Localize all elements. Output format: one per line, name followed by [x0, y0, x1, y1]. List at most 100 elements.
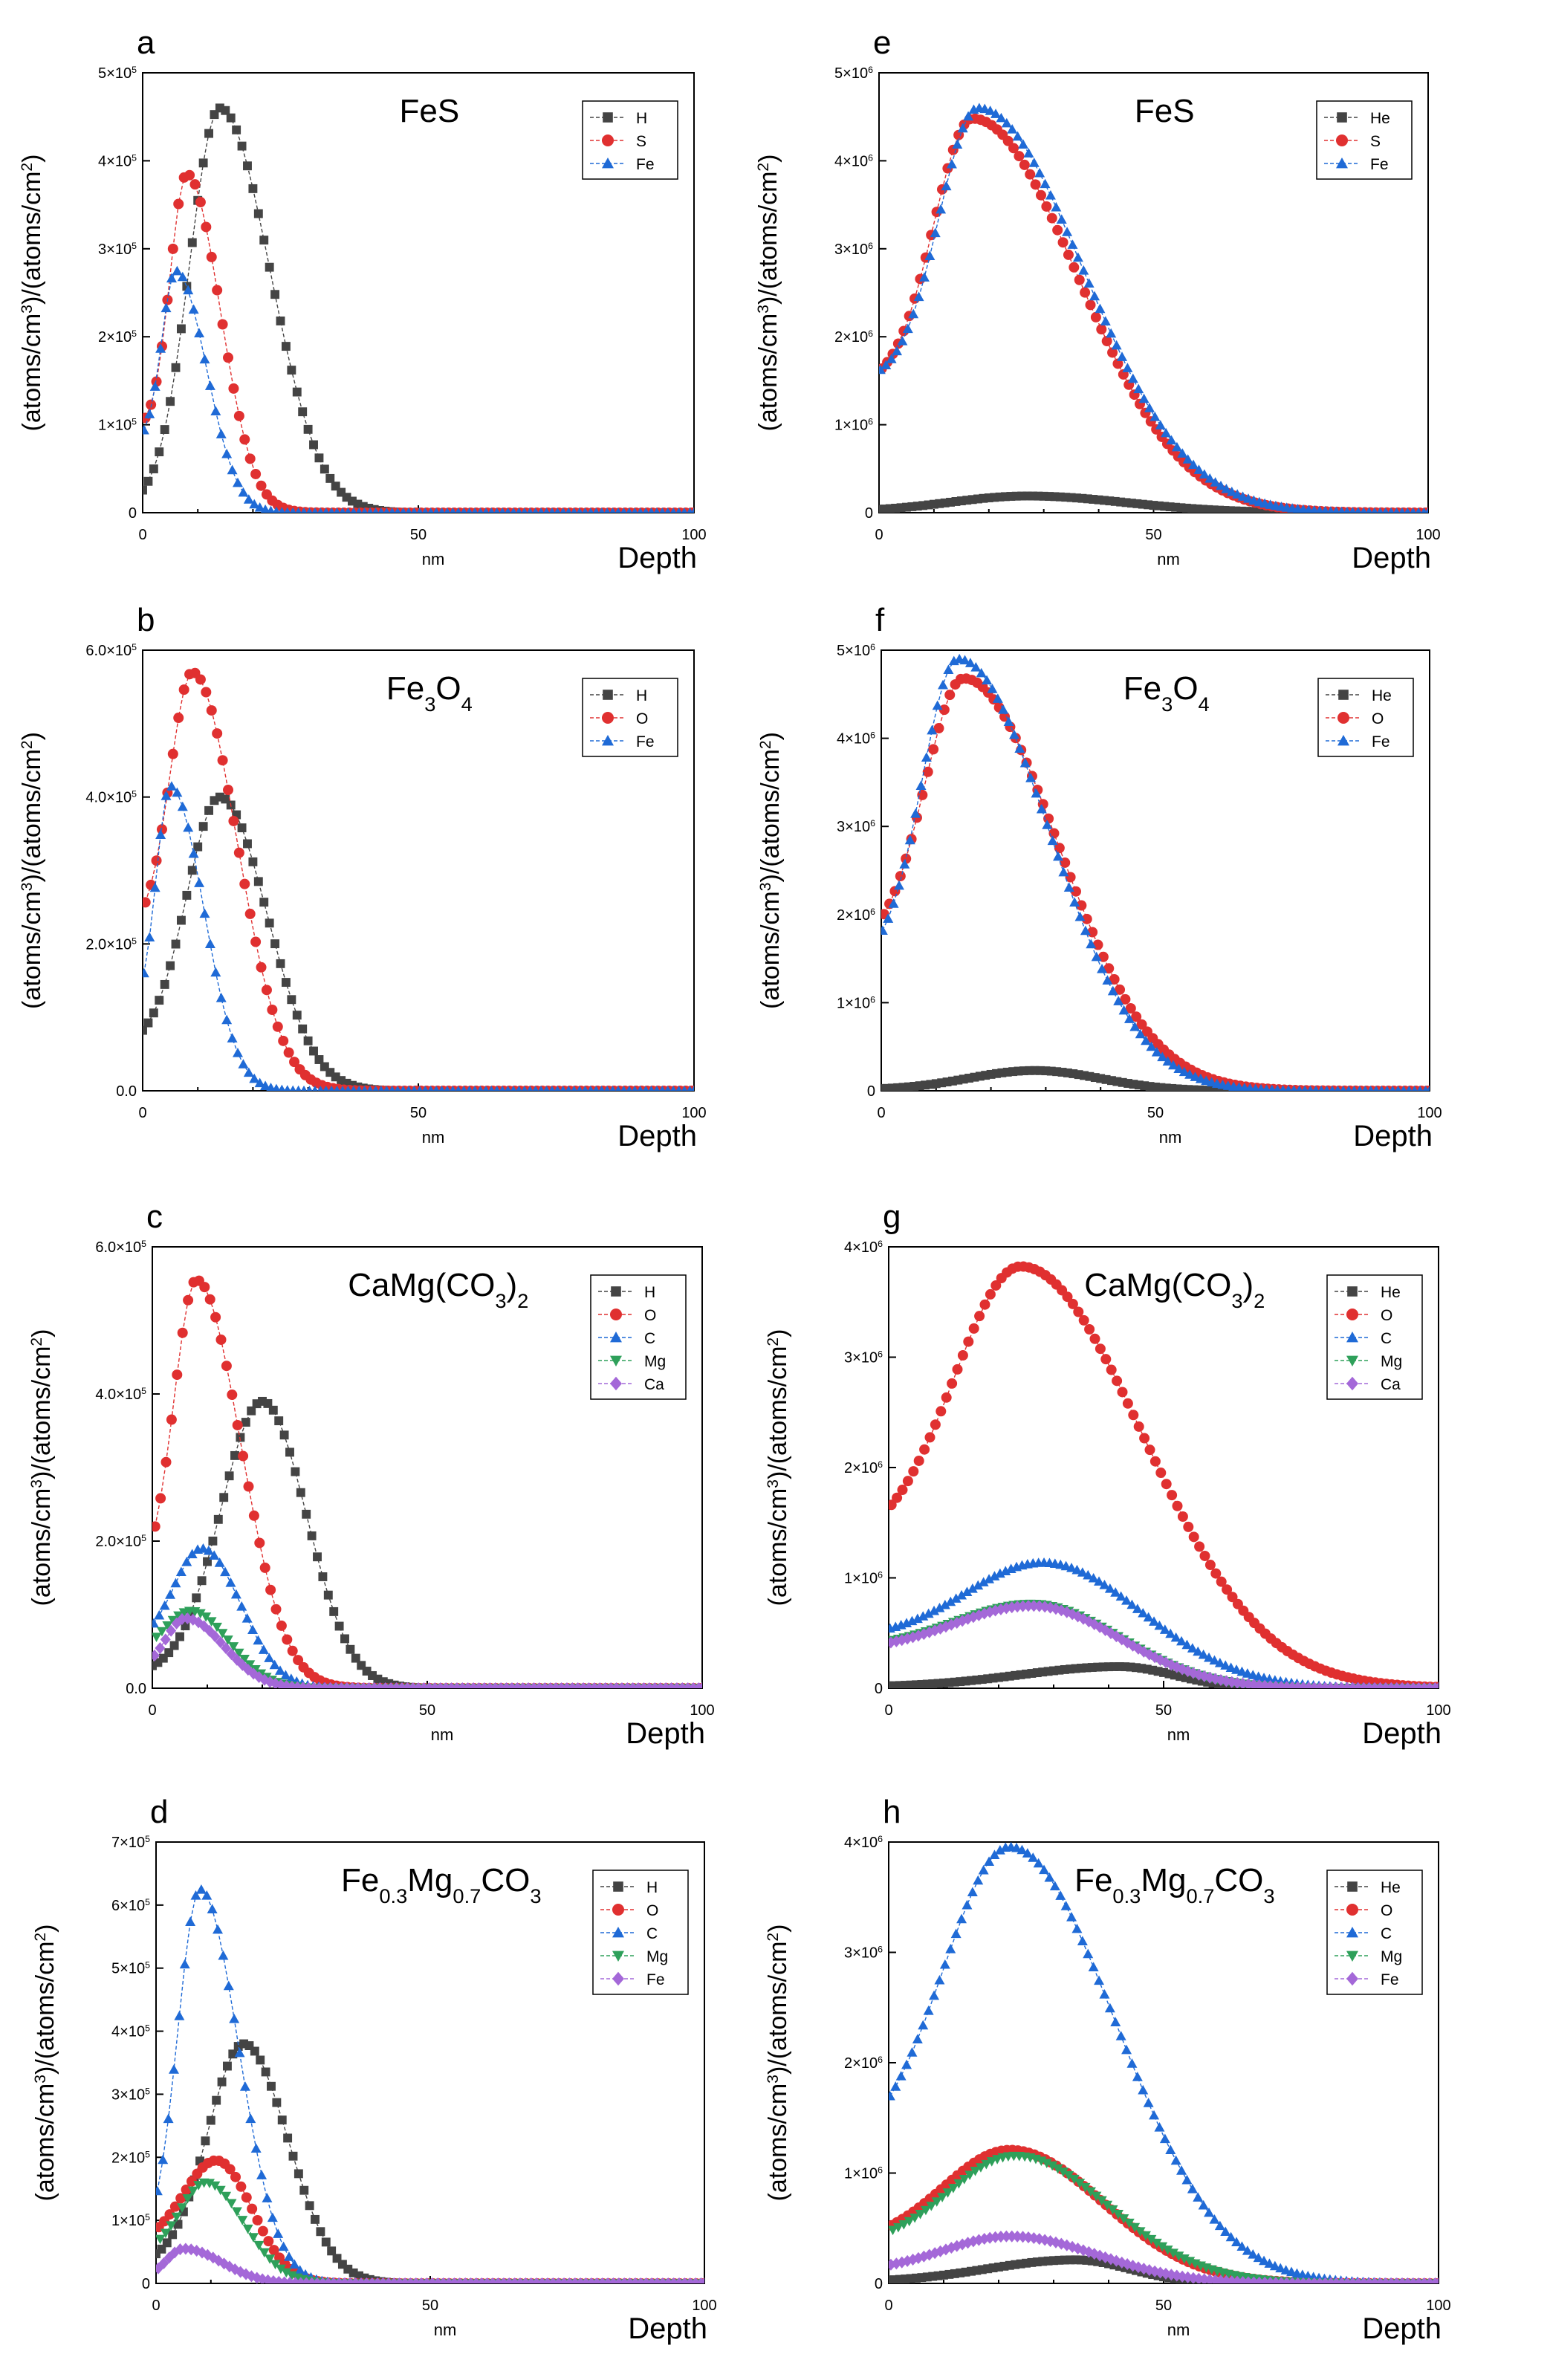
data-point-He	[907, 502, 917, 511]
data-point-Fe	[1017, 2231, 1028, 2243]
data-point-Fe	[196, 2246, 207, 2259]
data-point-H	[268, 1405, 278, 1415]
data-point-O	[172, 1369, 183, 1381]
data-point-Mg	[156, 2234, 166, 2245]
data-point-He	[1159, 1667, 1168, 1677]
data-point-C	[1187, 2183, 1198, 2193]
y-tick-label: 3×106	[837, 818, 875, 835]
data-point-H	[364, 503, 374, 513]
data-point-Fe	[1173, 1063, 1184, 1073]
data-point-He	[1039, 491, 1048, 501]
data-point-H	[259, 236, 269, 245]
data-point-O	[199, 1282, 210, 1293]
data-point-O	[1183, 1521, 1194, 1532]
data-point-He	[1069, 1069, 1078, 1078]
data-point-O	[248, 1510, 259, 1521]
legend-label: H	[646, 1879, 658, 1896]
data-point-Fe	[1083, 278, 1095, 288]
data-point-Fe	[565, 1086, 572, 1091]
data-point-Fe	[924, 250, 935, 260]
data-point-Fe	[1378, 1085, 1385, 1091]
data-point-Ca	[198, 1620, 210, 1632]
data-point-He	[977, 2265, 987, 2274]
data-point-He	[999, 2261, 1009, 2271]
chart-panel-g: g 0 50 100 0 1×106 2×106 3×106 4×106 (atoms/cm3)/…	[764, 1199, 1451, 1750]
data-point-S	[212, 285, 223, 296]
data-point-Fe	[527, 508, 534, 513]
data-point-He	[1077, 1664, 1086, 1673]
y-axis-label: (atoms/cm3)/(atoms/cm2)	[18, 732, 46, 1009]
legend-marker	[612, 1927, 624, 1938]
data-point-Fe	[1080, 925, 1091, 936]
data-point-C	[241, 1613, 253, 1623]
data-point-He	[1096, 1074, 1106, 1083]
data-point-Fe	[554, 508, 561, 513]
data-point-Fe	[888, 898, 899, 908]
data-point-S	[1080, 287, 1091, 298]
data-point-Fe	[422, 508, 429, 513]
data-point-H	[340, 1634, 349, 1644]
data-point-He	[1071, 1664, 1080, 1673]
data-point-C	[1088, 1572, 1099, 1583]
data-point-O	[922, 766, 933, 777]
data-point-He	[901, 2274, 910, 2283]
data-point-O	[941, 1392, 952, 1403]
data-point-Fe	[970, 662, 982, 672]
data-point-Fe	[615, 1086, 621, 1091]
data-point-C	[1121, 1595, 1132, 1605]
data-point-S	[1036, 189, 1047, 201]
data-point-C	[1138, 2084, 1149, 2095]
legend-label: O	[1381, 1307, 1392, 1324]
data-point-Mg	[1123, 2218, 1135, 2228]
data-point-Fe	[295, 507, 302, 513]
y-tick-label: 0	[142, 2276, 150, 2292]
y-tick-label: 4×105	[111, 2023, 150, 2040]
data-point-C	[225, 1578, 236, 1587]
data-point-C	[929, 1990, 940, 2000]
data-point-C	[236, 1601, 247, 1611]
data-point-Fe	[183, 822, 194, 832]
data-point-Fe	[483, 1086, 489, 1091]
data-point-C	[1253, 2252, 1264, 2263]
data-point-Fe	[1395, 1086, 1401, 1091]
data-point-H	[351, 1653, 360, 1663]
data-point-Fe	[455, 508, 461, 513]
data-point-O	[270, 1604, 282, 1615]
data-point-C	[1016, 1844, 1028, 1855]
data-point-O	[1109, 973, 1120, 985]
y-tick-label: 2.0×105	[85, 936, 137, 953]
data-point-He	[950, 1677, 959, 1687]
data-point-O	[173, 713, 184, 724]
legend-box	[1326, 1274, 1423, 1400]
data-point-Fe	[998, 704, 1009, 714]
data-point-He	[1093, 1662, 1103, 1672]
data-point-Fe	[1025, 773, 1037, 782]
data-point-H	[272, 2098, 282, 2107]
data-point-Fe	[538, 1086, 544, 1091]
data-point-O	[263, 2236, 274, 2247]
data-point-O	[155, 1493, 166, 1504]
data-point-Fe	[691, 508, 694, 513]
data-point-Fe	[1355, 507, 1362, 513]
data-point-C	[1170, 2155, 1181, 2165]
data-point-He	[992, 1069, 1001, 1078]
data-point-H	[281, 342, 291, 351]
data-point-He	[902, 502, 911, 512]
data-point-O	[230, 2171, 241, 2182]
data-point-Mg	[226, 2199, 237, 2209]
data-point-Mg	[1151, 2238, 1162, 2248]
data-point-Fe	[166, 781, 177, 791]
data-point-Ca	[1166, 1658, 1177, 1671]
data-point-Fe	[1245, 1083, 1254, 1091]
data-point-He	[1014, 1066, 1023, 1076]
data-point-Fe	[604, 1086, 611, 1091]
data-point-Fe	[1388, 507, 1395, 513]
data-point-Fe	[1417, 1086, 1423, 1091]
data-point-He	[1045, 492, 1054, 502]
data-point-He	[1098, 2258, 1108, 2267]
data-point-Mg	[195, 1609, 206, 1619]
data-point-Mg	[947, 2183, 959, 2193]
y-tick-label: 1×105	[111, 2212, 150, 2229]
data-point-Fe	[317, 507, 324, 513]
data-point-O	[1149, 1456, 1161, 1467]
